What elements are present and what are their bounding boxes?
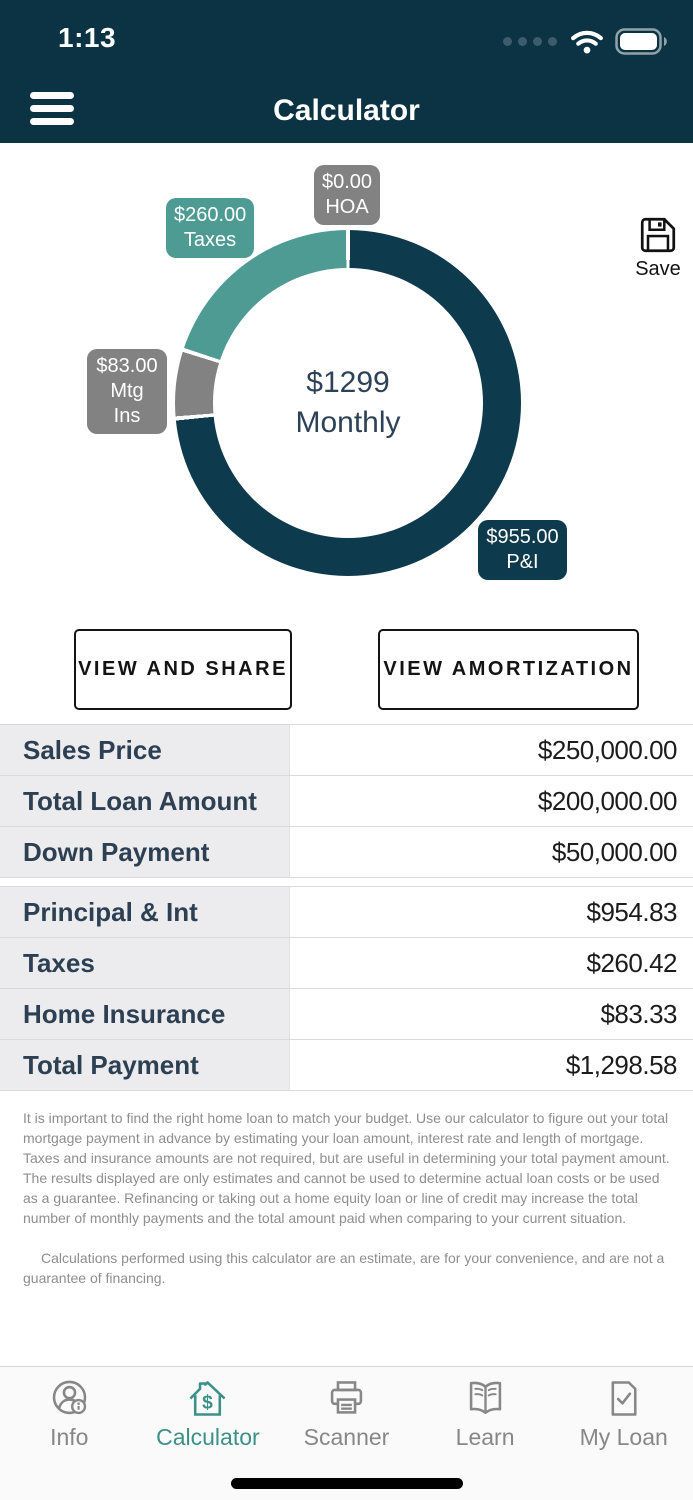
home-indicator[interactable] [231,1478,463,1489]
status-time: 1:13 [58,22,117,53]
view-amortization-button[interactable]: VIEW AMORTIZATION [378,629,639,710]
tab-my-loan[interactable]: My Loan [554,1367,693,1500]
disclaimer-paragraph-1: It is important to find the right home l… [23,1110,670,1226]
table-row[interactable]: Principal & Int $954.83 [0,887,693,938]
row-label: Taxes [0,938,290,988]
printer-icon [330,1381,363,1414]
disclaimer-paragraph-2: Calculations performed using this calcul… [23,1250,665,1286]
save-label: Save [635,258,681,280]
hoa-name: HOA [325,196,369,218]
pi-name: P&I [506,551,539,573]
row-value: $954.83 [586,896,678,927]
hoa-value: $0.00 [322,171,373,193]
taxes-value: $260.00 [174,204,247,226]
table-row[interactable]: Sales Price $250,000.00 [0,725,693,776]
row-value: $250,000.00 [537,734,678,765]
row-value: $50,000.00 [551,836,678,867]
battery-icon [615,28,667,55]
svg-text:$: $ [203,1393,214,1414]
view-and-share-button[interactable]: VIEW AND SHARE [74,629,292,710]
mtg-ins-value: $83.00 [96,355,158,377]
row-value: $1,298.58 [565,1049,678,1080]
monthly-total-value: $1299 [306,366,390,399]
taxes-name: Taxes [183,229,237,251]
tab-label: Learn [455,1424,515,1450]
tab-calculator[interactable]: $ Calculator [139,1367,278,1500]
table-row[interactable]: Taxes $260.42 [0,938,693,989]
disclaimer-text: It is important to find the right home l… [23,1108,671,1288]
row-label: Down Payment [0,827,290,877]
row-label: Home Insurance [0,989,290,1039]
cellular-signal-icon [503,37,557,46]
taxes-slice-label: $260.00 Taxes [166,198,254,258]
page-title: Calculator [273,94,420,127]
payment-table: Principal & Int $954.83 Taxes $260.42 Ho… [0,886,693,1091]
row-label: Total Payment [0,1040,290,1090]
row-value: $83.33 [600,998,677,1029]
pi-slice-label: $955.00 P&I [478,520,567,580]
loan-table: Sales Price $250,000.00 Total Loan Amoun… [0,724,693,878]
donut-chart: $1299 Monthly [175,230,521,576]
tab-bar: Info $ Calculator Scanner [0,1366,693,1500]
row-value: $260.42 [586,947,678,978]
table-row[interactable]: Down Payment $50,000.00 [0,827,693,878]
open-book-icon [469,1381,501,1415]
pi-value: $955.00 [486,526,559,548]
wifi-icon [571,30,603,54]
monthly-total-label: Monthly [295,406,401,439]
mtg-ins-slice-label: $83.00 Mtg Ins [87,349,167,434]
row-label: Principal & Int [0,887,290,937]
row-value: $200,000.00 [537,785,678,816]
tab-label: Calculator [156,1424,260,1450]
tab-label: My Loan [579,1424,668,1450]
tab-label: Scanner [303,1424,390,1450]
save-button[interactable]: Save [628,214,688,281]
row-label: Sales Price [0,725,290,775]
table-row[interactable]: Total Payment $1,298.58 [0,1040,693,1091]
tab-label: Info [50,1424,89,1450]
document-check-icon [611,1381,637,1416]
donut-center: $1299 Monthly [213,268,483,538]
tab-learn[interactable]: Learn [416,1367,555,1500]
status-icons [503,28,669,55]
table-row[interactable]: Home Insurance $83.33 [0,989,693,1040]
row-label: Total Loan Amount [0,776,290,826]
header: 1:13 Calculator [0,0,693,143]
house-dollar-icon: $ [189,1381,226,1416]
info-person-icon [52,1380,87,1415]
menu-button[interactable] [30,92,74,125]
floppy-disk-icon [640,217,676,253]
mtg-ins-name: Mtg Ins [110,380,144,427]
table-row[interactable]: Total Loan Amount $200,000.00 [0,776,693,827]
tab-info[interactable]: Info [0,1367,139,1500]
tab-scanner[interactable]: Scanner [277,1367,416,1500]
hoa-slice-label: $0.00 HOA [314,165,380,225]
